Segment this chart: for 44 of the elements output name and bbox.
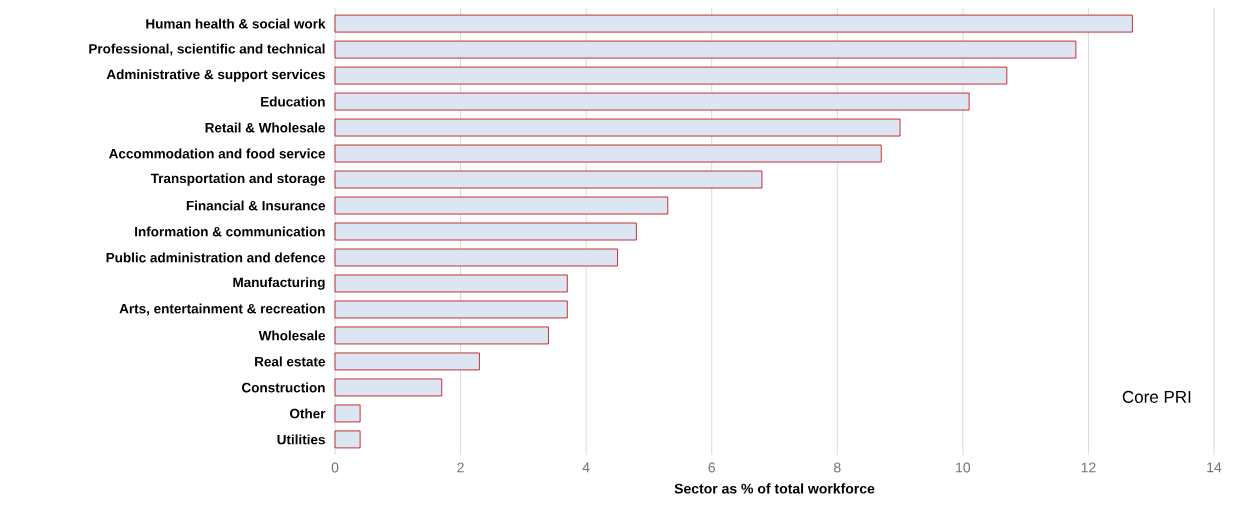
y-tick-label: Arts, entertainment & recreation: [119, 303, 325, 316]
x-tick-label: 6: [708, 462, 715, 473]
x-tick-label: 4: [582, 462, 590, 473]
bar: [334, 404, 361, 423]
bar: [334, 118, 901, 137]
bar: [334, 40, 1077, 59]
y-tick-label: Financial & Insurance: [186, 200, 325, 211]
x-tick-label: 0: [331, 462, 339, 473]
y-tick-label: Other: [290, 408, 326, 419]
bar: [334, 300, 568, 319]
x-axis-title: Sector as % of total workforce: [674, 483, 875, 494]
bar: [334, 222, 637, 241]
y-tick-label: Administrative & support services: [106, 69, 325, 82]
y-tick-label: Information & communication: [135, 226, 325, 237]
y-tick-label: Wholesale: [258, 330, 326, 341]
y-tick-label: Public administration and defence: [106, 252, 326, 263]
bar: [334, 326, 549, 345]
annotation: Core PRI: [1122, 390, 1191, 403]
y-tick-label: Retail & Wholesale: [205, 122, 325, 133]
bar: [334, 378, 443, 397]
bar: [334, 352, 480, 371]
y-tick-label: Accommodation and food service: [109, 148, 325, 159]
y-tick-label: Manufacturing: [233, 277, 325, 290]
bar: [334, 92, 970, 111]
bar: [334, 196, 669, 215]
bar: [334, 66, 1008, 85]
bar: [334, 144, 882, 163]
bar: [334, 274, 568, 293]
bar: [334, 248, 618, 267]
bar: [334, 14, 1133, 33]
x-tick-label: 14: [1207, 462, 1222, 473]
y-tick-label: Real estate: [255, 356, 325, 367]
y-tick-label: Construction: [242, 382, 325, 393]
y-tick-label: Human health & social work: [146, 18, 326, 29]
y-tick-label: Professional, scientific and technical: [89, 43, 325, 56]
x-tick-label: 12: [1081, 462, 1096, 473]
bar: [334, 430, 361, 449]
x-tick-label: 2: [457, 462, 464, 473]
x-tick-label: 8: [834, 462, 841, 473]
y-tick-label: Transportation and storage: [150, 173, 325, 186]
y-tick-label: Utilities: [277, 434, 325, 445]
x-tick-label: 10: [956, 462, 971, 473]
y-tick-label: Education: [261, 96, 325, 107]
bar: [334, 170, 763, 189]
